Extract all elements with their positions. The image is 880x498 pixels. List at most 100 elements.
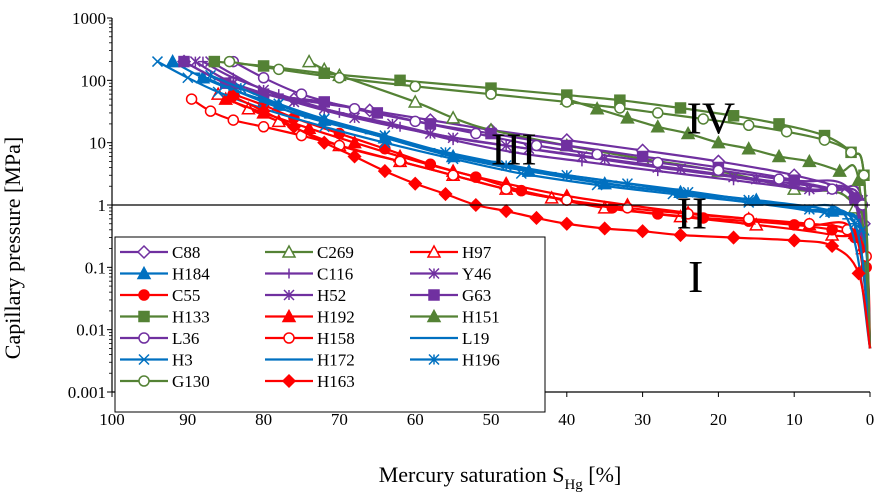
data-point	[674, 102, 687, 114]
y-tick-label: 1	[98, 196, 107, 215]
series-line	[232, 60, 872, 349]
y-axis-label: Capillary pressure [MPa]	[0, 137, 25, 359]
data-point	[682, 208, 694, 220]
data-point	[680, 125, 696, 140]
legend-label: G130	[172, 372, 210, 391]
data-point	[773, 118, 785, 130]
legend-label: Y46	[462, 265, 491, 284]
legend-label: H172	[317, 351, 355, 370]
legend-entry-g63: G63	[410, 286, 491, 305]
data-point	[826, 183, 838, 195]
legend: C88 C269 H97 H184 C116 Y46 C55 H52 G63 H133 H192 H1…	[114, 236, 546, 413]
legend-entry-h3: H3	[120, 351, 193, 370]
data-point	[208, 55, 221, 68]
data-point	[318, 113, 330, 125]
x-tick-labels: 100 90 80 70 60 50 40 30 20 10 0	[99, 392, 874, 429]
data-point	[439, 146, 452, 158]
data-point	[614, 102, 626, 114]
data-point	[742, 119, 755, 132]
data-point	[591, 179, 603, 191]
data-point	[281, 244, 297, 258]
y-tick-label: 100	[81, 71, 107, 90]
legend-box	[114, 236, 546, 413]
data-point	[428, 289, 440, 301]
data-point	[529, 210, 544, 226]
legend-entry-l19: L19	[410, 329, 489, 348]
data-point	[178, 55, 190, 68]
legend-label: H133	[172, 308, 210, 327]
data-point	[858, 169, 870, 182]
data-point	[227, 114, 240, 126]
legend-entry-h172: H172	[265, 351, 355, 370]
data-point	[845, 146, 857, 159]
y-tick-labels: 0.001 0.01 0.1 1 10 100 1000	[68, 9, 112, 402]
legend-label: H196	[462, 351, 500, 370]
data-point	[165, 54, 180, 68]
legend-label: H192	[317, 308, 355, 327]
data-point	[348, 103, 361, 115]
series-h196	[205, 69, 872, 349]
data-point	[226, 89, 241, 104]
data-point	[825, 238, 840, 254]
data-point	[409, 115, 421, 128]
data-point	[409, 80, 421, 93]
data-point	[727, 110, 740, 122]
region-label-ii: II	[677, 187, 708, 238]
data-point	[257, 72, 270, 84]
data-point	[286, 119, 301, 134]
legend-entry-y46: Y46	[410, 265, 491, 284]
data-point	[771, 148, 787, 163]
x-tick-label: 40	[558, 410, 575, 429]
data-point	[138, 375, 150, 387]
legend-entry-h184: H184	[120, 265, 210, 284]
data-point	[485, 127, 497, 140]
x-tick-label: 0	[866, 410, 875, 429]
legend-label: C116	[317, 265, 353, 284]
data-point	[621, 178, 633, 190]
region-label-iv: IV	[687, 93, 736, 144]
data-point	[591, 148, 603, 161]
data-point	[499, 203, 514, 219]
x-tick-label: 80	[255, 410, 272, 429]
data-point	[205, 69, 217, 81]
data-point	[438, 186, 453, 202]
data-point	[726, 230, 741, 245]
legend-entry-h163: H163	[265, 372, 355, 391]
legend-label: L36	[172, 329, 199, 348]
x-tick-label: 10	[786, 410, 803, 429]
data-point	[256, 104, 271, 119]
legend-entry-h97: H97	[410, 243, 492, 262]
data-point	[652, 107, 664, 119]
data-point	[559, 216, 574, 231]
data-point	[136, 244, 152, 260]
data-point	[182, 72, 194, 84]
data-point	[597, 221, 612, 236]
legend-entry-g130: G130	[120, 372, 210, 391]
legend-label: H52	[317, 286, 346, 305]
legend-entry-c269: C269	[265, 243, 354, 262]
data-point	[652, 156, 664, 169]
series-h163	[226, 89, 872, 349]
data-point	[561, 96, 573, 108]
data-point	[447, 132, 459, 144]
x-tick-label: 30	[634, 410, 651, 429]
legend-label: C55	[172, 286, 200, 305]
legend-label: C269	[317, 243, 354, 262]
data-point	[803, 203, 815, 215]
x-tick-label: 70	[331, 410, 348, 429]
y-tick-label: 1000	[72, 9, 106, 28]
data-point	[235, 82, 247, 94]
data-point	[485, 88, 497, 100]
data-point	[185, 93, 198, 105]
data-point	[773, 173, 785, 185]
data-point	[257, 121, 270, 133]
data-point	[712, 164, 725, 177]
legend-label: H184	[172, 265, 210, 284]
legend-entry-c55: C55	[120, 286, 200, 305]
data-point	[743, 194, 755, 206]
x-tick-label: 90	[179, 410, 196, 429]
data-point	[204, 105, 217, 117]
